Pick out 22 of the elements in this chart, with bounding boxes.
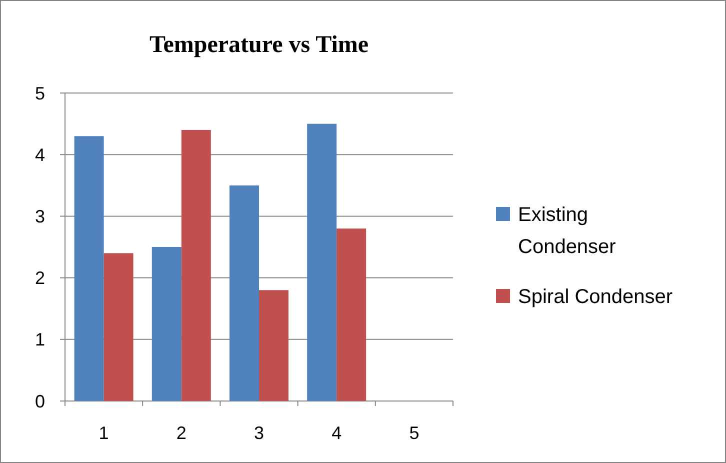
y-tick-label: 1 — [34, 330, 46, 350]
x-tick-label: 2 — [176, 423, 186, 443]
y-tick-label: 0 — [34, 391, 46, 412]
y-tick-label: 5 — [34, 83, 46, 104]
x-tick-label: 5 — [409, 423, 420, 443]
chart-title: Temperature vs Time — [149, 32, 369, 58]
bar — [230, 185, 259, 401]
bar — [74, 136, 104, 401]
x-tick-label: 4 — [332, 423, 342, 443]
y-tick-label: 4 — [34, 144, 46, 165]
bar — [181, 130, 211, 401]
x-tick-label: 1 — [98, 423, 109, 443]
y-tick-label: 2 — [34, 268, 46, 288]
legend-label: Existing Condenser — [518, 204, 616, 258]
bar — [104, 253, 134, 401]
x-tick-label: 3 — [254, 423, 264, 443]
bar — [307, 124, 337, 401]
bar — [259, 290, 288, 401]
y-tick-label: 3 — [34, 206, 46, 226]
bar — [336, 228, 366, 401]
legend-label: Spiral Condenser — [518, 286, 673, 308]
bar — [152, 247, 182, 401]
